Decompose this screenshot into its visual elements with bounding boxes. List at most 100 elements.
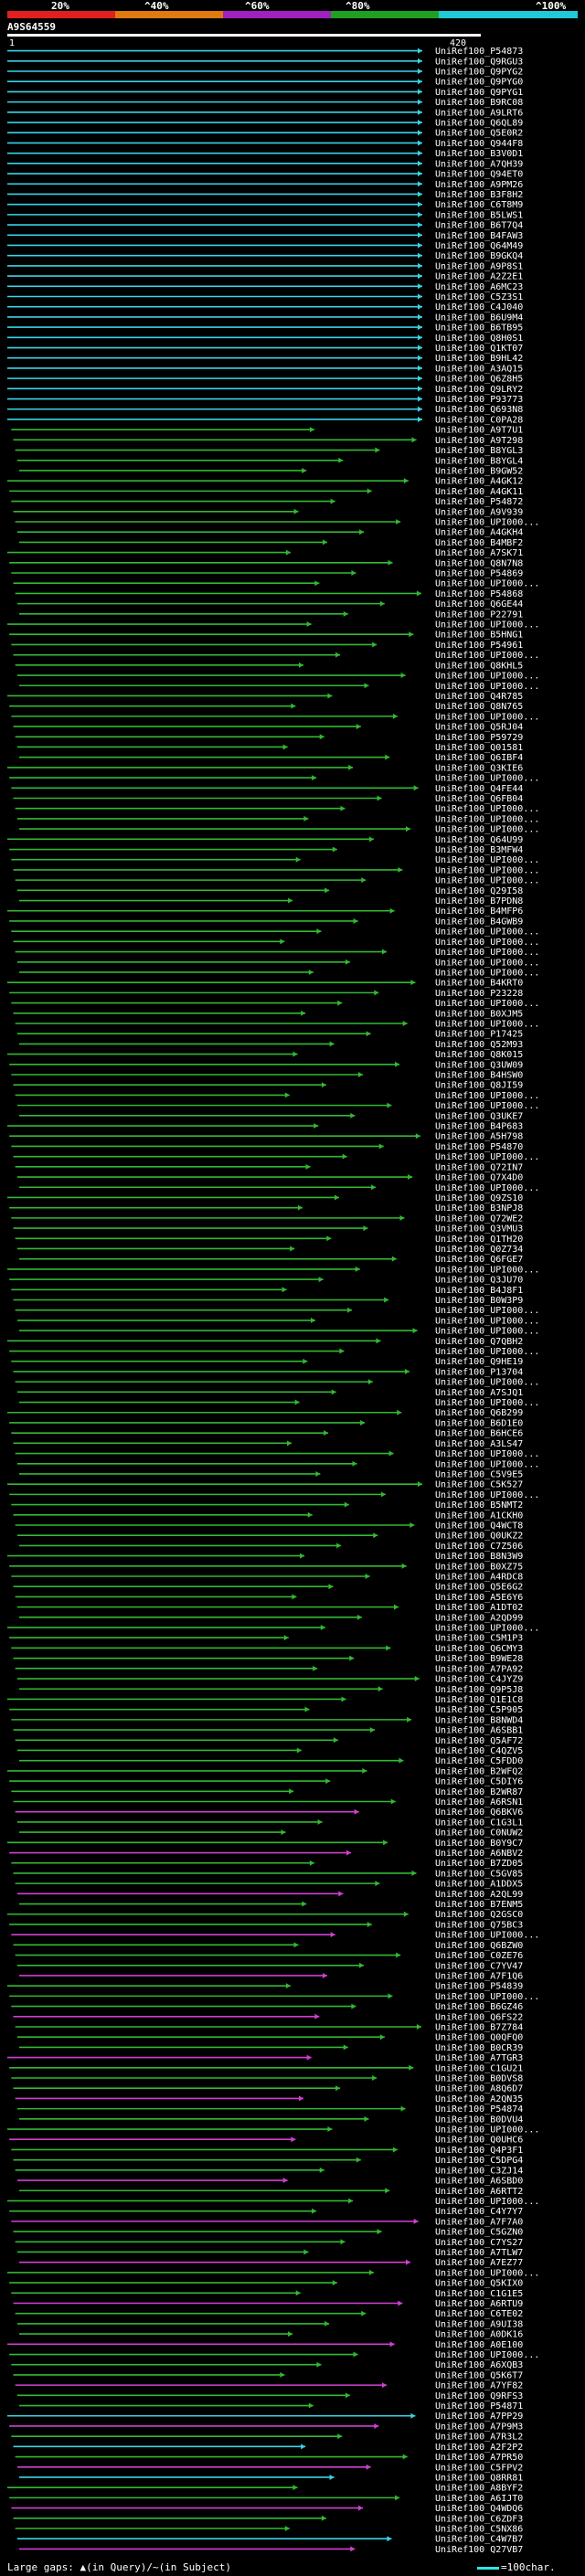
hit-label[interactable]: UniRef100_Q0QFQ0 xyxy=(435,2033,523,2043)
hit-label[interactable]: UniRef100_P54839 xyxy=(435,1982,523,1992)
hit-label[interactable]: UniRef100_P17425 xyxy=(435,1030,523,1040)
hit-label[interactable]: UniRef100_B9WE28 xyxy=(435,1654,523,1664)
hit-label[interactable]: UniRef100_A7EZ77 xyxy=(435,2258,523,2268)
hit-label[interactable]: UniRef100_Q1KT07 xyxy=(435,344,523,354)
hit-label[interactable]: UniRef100_P59729 xyxy=(435,733,523,743)
hit-label[interactable]: UniRef100_A7P9M3 xyxy=(435,2422,523,2432)
hit-label[interactable]: UniRef100_UPI000... xyxy=(435,1459,539,1469)
hit-label[interactable]: UniRef100_A9V939 xyxy=(435,507,523,517)
hit-label[interactable]: UniRef100_UPI000... xyxy=(435,672,539,682)
hit-label[interactable]: UniRef100_UPI000... xyxy=(435,1624,539,1634)
hit-label[interactable]: UniRef100_Q6CMY3 xyxy=(435,1644,523,1654)
hit-label[interactable]: UniRef100_Q9RFS3 xyxy=(435,2391,523,2401)
hit-label[interactable]: UniRef100_A1DT02 xyxy=(435,1603,523,1613)
hit-label[interactable]: UniRef100_B3NPJ8 xyxy=(435,1203,523,1214)
hit-label[interactable]: UniRef100_A3LS47 xyxy=(435,1439,523,1449)
hit-label[interactable]: UniRef100_UPI000... xyxy=(435,1306,539,1316)
hit-label[interactable]: UniRef100_B6HCE6 xyxy=(435,1429,523,1439)
hit-label[interactable]: UniRef100_Q72IN7 xyxy=(435,1162,523,1172)
hit-label[interactable]: UniRef100_C6ZDF3 xyxy=(435,2514,523,2524)
hit-label[interactable]: UniRef100_UPI000... xyxy=(435,2125,539,2136)
hit-label[interactable]: UniRef100_A4RDC8 xyxy=(435,1573,523,1583)
hit-label[interactable]: UniRef100_Q5KIX0 xyxy=(435,2279,523,2289)
hit-label[interactable]: UniRef100_UPI000... xyxy=(435,958,539,968)
hit-label[interactable]: UniRef100_A9T298 xyxy=(435,436,523,446)
hit-label[interactable]: UniRef100_Q52M93 xyxy=(435,1040,523,1050)
hit-label[interactable]: UniRef100_B7Z784 xyxy=(435,2022,523,2032)
hit-label[interactable]: UniRef100_B7PDN8 xyxy=(435,896,523,906)
hit-label[interactable]: UniRef100_A6RTU9 xyxy=(435,2299,523,2309)
hit-label[interactable]: UniRef100_C0PA28 xyxy=(435,415,523,425)
hit-label[interactable]: UniRef100_B8N3W9 xyxy=(435,1552,523,1562)
hit-label[interactable]: UniRef100_A5E6Y6 xyxy=(435,1593,523,1603)
hit-label[interactable]: UniRef100_UPI000... xyxy=(435,579,539,589)
hit-label[interactable]: UniRef100_B0CR39 xyxy=(435,2043,523,2053)
hit-label[interactable]: UniRef100_B3F8H2 xyxy=(435,190,523,200)
hit-label[interactable]: UniRef100_UPI000... xyxy=(435,1398,539,1408)
hit-label[interactable]: UniRef100_Q9PYG0 xyxy=(435,78,523,88)
hit-label[interactable]: UniRef100_B4J8F1 xyxy=(435,1286,523,1296)
hit-label[interactable]: UniRef100_Q6QL89 xyxy=(435,119,523,129)
hit-label[interactable]: UniRef100_B7ZD05 xyxy=(435,1859,523,1869)
hit-label[interactable]: UniRef100_Q27VB7 xyxy=(435,2545,523,2554)
hit-label[interactable]: UniRef100_C6T8M9 xyxy=(435,200,523,210)
hit-label[interactable]: UniRef100_Q29I58 xyxy=(435,886,523,896)
hit-label[interactable]: UniRef100_Q6BZW0 xyxy=(435,1941,523,1951)
hit-label[interactable]: UniRef100_Q6FGE7 xyxy=(435,1255,523,1265)
hit-label[interactable]: UniRef100_Q6Z8H5 xyxy=(435,375,523,385)
hit-label[interactable]: UniRef100_C1GU21 xyxy=(435,2063,523,2073)
hit-label[interactable]: UniRef100_P54869 xyxy=(435,569,523,579)
hit-label[interactable]: UniRef100_B7ENM5 xyxy=(435,1900,523,1910)
hit-label[interactable]: UniRef100_B0XJM5 xyxy=(435,1009,523,1019)
hit-label[interactable]: UniRef100_UPI000... xyxy=(435,804,539,814)
hit-label[interactable]: UniRef100_A9PM26 xyxy=(435,180,523,190)
hit-label[interactable]: UniRef100_C5Z3S1 xyxy=(435,292,523,302)
hit-label[interactable]: UniRef100_Q9ZS10 xyxy=(435,1193,523,1203)
hit-label[interactable]: UniRef100_UPI000... xyxy=(435,1449,539,1459)
hit-label[interactable]: UniRef100_Q72WE2 xyxy=(435,1214,523,1224)
hit-label[interactable]: UniRef100_A2QD99 xyxy=(435,1613,523,1623)
hit-label[interactable]: UniRef100_UPI000... xyxy=(435,2268,539,2278)
hit-label[interactable]: UniRef100_Q5E0R2 xyxy=(435,129,523,139)
hit-label[interactable]: UniRef100_UPI000... xyxy=(435,1183,539,1193)
hit-label[interactable]: UniRef100_Q8JI59 xyxy=(435,1081,523,1091)
hit-label[interactable]: UniRef100_Q9LRY2 xyxy=(435,385,523,395)
hit-label[interactable]: UniRef100_A9P8S1 xyxy=(435,261,523,271)
hit-label[interactable]: UniRef100_UPI000... xyxy=(435,825,539,835)
hit-label[interactable]: UniRef100_UPI000... xyxy=(435,999,539,1009)
hit-label[interactable]: UniRef100_C4JYZ9 xyxy=(435,1675,523,1685)
hit-label[interactable]: UniRef100_UPI000... xyxy=(435,948,539,958)
hit-label[interactable]: UniRef100_B0DVU4 xyxy=(435,2115,523,2125)
hit-label[interactable]: UniRef100_A6NBV2 xyxy=(435,1849,523,1859)
hit-label[interactable]: UniRef100_C5GV85 xyxy=(435,1869,523,1879)
hit-label[interactable]: UniRef100_UPI000... xyxy=(435,968,539,978)
hit-label[interactable]: UniRef100_Q3KIE6 xyxy=(435,763,523,773)
hit-label[interactable]: UniRef100_A9UI38 xyxy=(435,2319,523,2329)
hit-label[interactable]: UniRef100_Q4P3F1 xyxy=(435,2146,523,2156)
hit-label[interactable]: UniRef100_A7TLW7 xyxy=(435,2248,523,2258)
hit-label[interactable]: UniRef100_Q0Z734 xyxy=(435,1245,523,1255)
hit-label[interactable]: UniRef100_Q01581 xyxy=(435,743,523,753)
hit-label[interactable]: UniRef100_UPI000... xyxy=(435,2350,539,2360)
hit-label[interactable]: UniRef100_UPI000... xyxy=(435,876,539,886)
hit-label[interactable]: UniRef100_Q4WCT8 xyxy=(435,1521,523,1531)
hit-label[interactable]: UniRef100_Q5E6G2 xyxy=(435,1583,523,1593)
hit-label[interactable]: UniRef100_A6XQB3 xyxy=(435,2360,523,2370)
hit-label[interactable]: UniRef100_C5V9E5 xyxy=(435,1469,523,1479)
hit-label[interactable]: UniRef100_A1DDX5 xyxy=(435,1880,523,1890)
hit-label[interactable]: UniRef100_C0NUW2 xyxy=(435,1829,523,1839)
hit-label[interactable]: UniRef100_UPI000... xyxy=(435,1152,539,1162)
hit-label[interactable]: UniRef100_Q5AF72 xyxy=(435,1736,523,1746)
hit-label[interactable]: UniRef100_UPI000... xyxy=(435,1931,539,1941)
hit-label[interactable]: UniRef100_B2WFQ2 xyxy=(435,1766,523,1776)
hit-label[interactable]: UniRef100_C0ZE76 xyxy=(435,1951,523,1961)
hit-label[interactable]: UniRef100_B9GW52 xyxy=(435,466,523,476)
hit-label[interactable]: UniRef100_UPI000... xyxy=(435,1101,539,1111)
hit-label[interactable]: UniRef100_Q6FB04 xyxy=(435,794,523,804)
hit-label[interactable]: UniRef100_P54870 xyxy=(435,1142,523,1152)
hit-label[interactable]: UniRef100_Q8RR81 xyxy=(435,2473,523,2483)
hit-label[interactable]: UniRef100_Q7QBH2 xyxy=(435,1337,523,1347)
hit-label[interactable]: UniRef100_UPI000... xyxy=(435,1490,539,1500)
hit-label[interactable]: UniRef100_B4P683 xyxy=(435,1122,523,1132)
hit-label[interactable]: UniRef100_Q64M49 xyxy=(435,241,523,251)
